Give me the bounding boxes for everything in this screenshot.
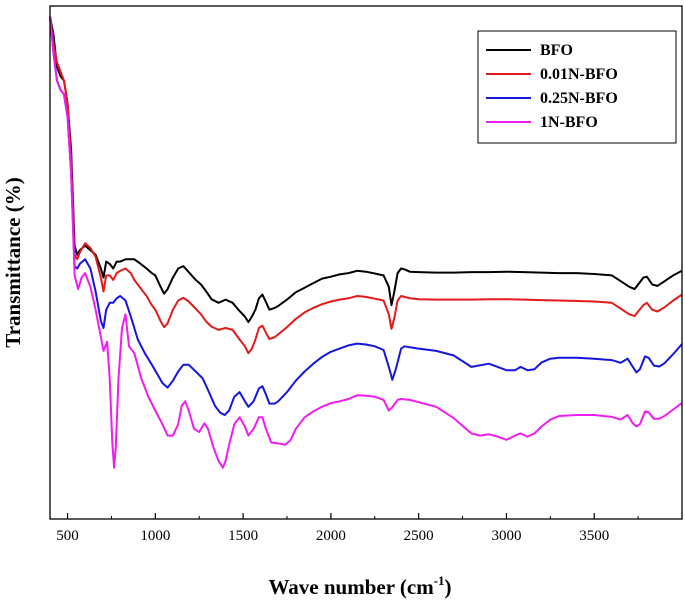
x-axis-ticks: 500 1000 1500 2000 2500 3000 3500 (56, 513, 639, 544)
legend-label-2: 0.25N-BFO (540, 90, 618, 107)
legend-label-3: 1N-BFO (540, 114, 598, 131)
legend: BFO 0.01N-BFO 0.25N-BFO 1N-BFO (477, 30, 677, 144)
x-tick-label: 3000 (491, 528, 521, 544)
series-line-0 (49, 16, 683, 324)
x-tick-label: 500 (56, 528, 79, 544)
y-axis-label: Transmittance (%) (1, 177, 25, 348)
x-tick-label: 1500 (228, 528, 258, 544)
series-line-1 (49, 16, 683, 355)
legend-label-0: BFO (540, 42, 573, 59)
x-tick-label: 2500 (404, 528, 434, 544)
series-line-2 (49, 16, 683, 416)
x-tick-label: 2000 (316, 528, 346, 544)
x-axis-label: Wave number (cm-1) (268, 573, 451, 599)
legend-label-1: 0.01N-BFO (540, 66, 618, 83)
x-tick-label: 1000 (140, 528, 170, 544)
x-axis-label-main: Wave number (cm (268, 575, 434, 599)
x-tick-label: 3500 (579, 528, 609, 544)
x-axis-label-superscript: -1 (434, 573, 445, 588)
plot-frame (49, 5, 683, 520)
series-lines (49, 16, 683, 469)
x-axis-label-close: ) (445, 575, 452, 599)
series-line-3 (49, 16, 683, 469)
